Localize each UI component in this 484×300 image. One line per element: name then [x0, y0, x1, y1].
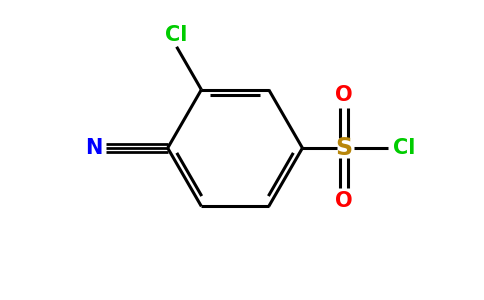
Text: S: S [335, 136, 353, 160]
Text: Cl: Cl [166, 25, 188, 45]
Text: Cl: Cl [393, 138, 415, 158]
Text: O: O [335, 85, 353, 105]
Text: N: N [85, 138, 102, 158]
Text: O: O [335, 190, 353, 211]
